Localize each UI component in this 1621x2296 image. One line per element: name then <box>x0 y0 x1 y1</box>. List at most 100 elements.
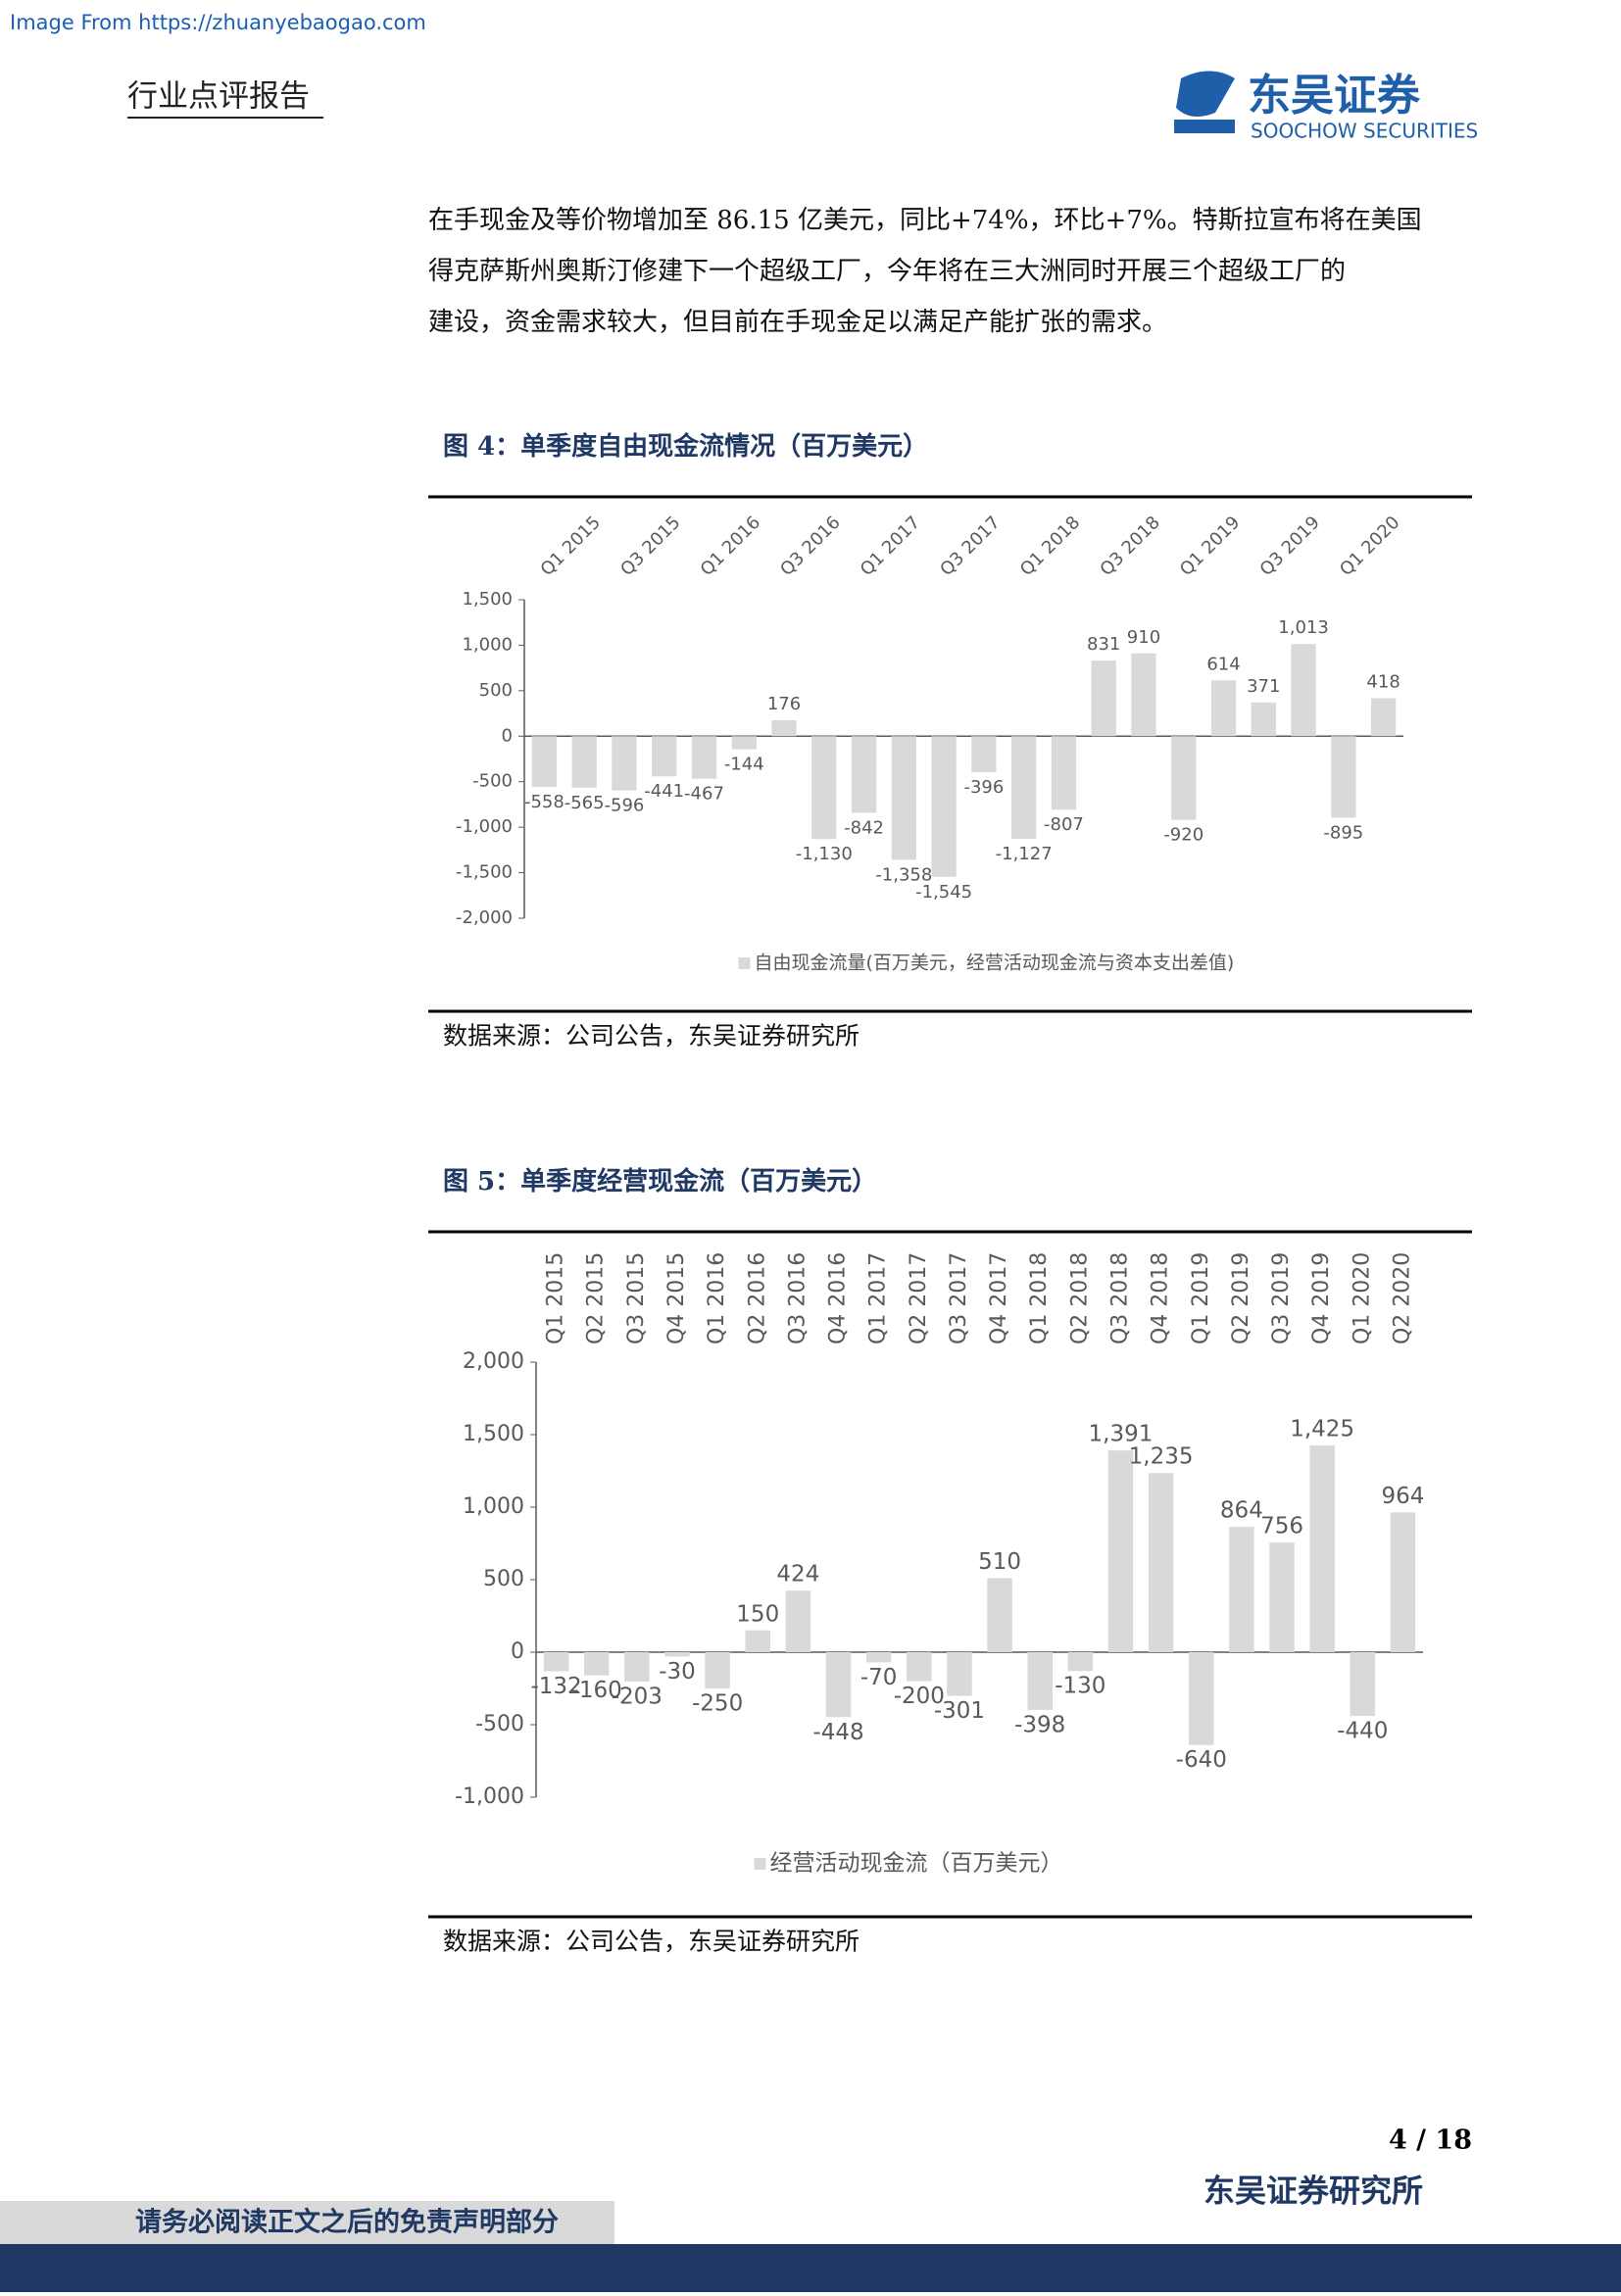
value-label: -203 <box>612 1685 663 1710</box>
value-label: -1,358 <box>875 864 932 885</box>
bar <box>1011 736 1037 839</box>
bar <box>1350 1652 1376 1717</box>
x-tick-label: Q1 2020 <box>1350 1252 1374 1344</box>
x-tick-label: Q1 2018 <box>1027 1252 1052 1344</box>
x-tick-label: Q2 2015 <box>584 1252 609 1344</box>
y-tick-label: 2,000 <box>463 1349 524 1374</box>
bar <box>731 736 757 750</box>
bar <box>971 736 997 773</box>
value-label: -448 <box>812 1720 863 1745</box>
value-label: 424 <box>776 1562 819 1588</box>
value-label: 1,391 <box>1089 1422 1154 1447</box>
value-label: 150 <box>736 1601 779 1627</box>
y-tick-label: -1,500 <box>456 862 513 883</box>
bar <box>1291 644 1316 737</box>
value-label: -596 <box>605 796 645 816</box>
value-label: -30 <box>659 1659 696 1685</box>
y-tick-label: 1,500 <box>462 589 513 610</box>
source-url: Image From https://zhuanyebaogao.com <box>10 11 426 34</box>
value-label: 1,013 <box>1278 617 1329 638</box>
bar <box>1107 1450 1134 1652</box>
bar <box>1269 1542 1295 1652</box>
x-tick-label: Q1 2020 <box>1336 513 1403 580</box>
value-label: 756 <box>1260 1514 1303 1539</box>
footer-org: 东吴证券研究所 <box>1203 2173 1423 2210</box>
value-label: -807 <box>1044 814 1084 835</box>
bar <box>543 1652 569 1672</box>
x-tick-label: Q3 2016 <box>785 1252 810 1344</box>
value-label: -441 <box>644 781 684 802</box>
bar <box>1251 702 1276 737</box>
y-tick-label: 500 <box>483 1567 524 1591</box>
figure-source: 数据来源：公司公告，东吴证券研究所 <box>443 1022 860 1050</box>
bar <box>1229 1527 1254 1652</box>
bar <box>1390 1512 1416 1652</box>
bar <box>931 736 957 877</box>
y-tick-label: 1,000 <box>463 1494 524 1519</box>
footer-bar <box>0 2244 1621 2292</box>
value-label: -467 <box>684 784 724 805</box>
x-tick-label: Q2 2018 <box>1067 1252 1092 1344</box>
value-label: 371 <box>1247 676 1280 697</box>
x-tick-label: Q3 2015 <box>616 513 684 580</box>
x-tick-label: Q2 2016 <box>745 1252 769 1344</box>
logo-cn: 东吴证券 <box>1248 71 1421 121</box>
value-label: -895 <box>1323 822 1363 843</box>
value-label: -144 <box>724 755 764 775</box>
bar <box>531 736 558 788</box>
value-label: -1,127 <box>996 844 1053 864</box>
bar <box>891 736 916 860</box>
x-tick-label: Q1 2017 <box>857 513 924 580</box>
value-label: -1,545 <box>915 882 972 903</box>
paragraph-line: 在手现金及等价物增加至 86.15 亿美元，同比+74%，环比+7%。特斯拉宣布… <box>428 206 1422 235</box>
bar <box>1091 660 1116 737</box>
legend-swatch <box>738 957 751 969</box>
bar <box>825 1652 852 1718</box>
x-tick-label: Q1 2016 <box>697 513 764 580</box>
value-label: -130 <box>1055 1674 1105 1699</box>
value-label: 1,425 <box>1290 1417 1354 1442</box>
x-tick-label: Q4 2019 <box>1309 1252 1334 1344</box>
bar <box>1171 736 1197 820</box>
value-label: -920 <box>1163 825 1203 846</box>
logo: 东吴证券 SOOCHOW SECURITIES <box>1174 71 1478 143</box>
x-tick-label: Q4 2016 <box>826 1252 851 1344</box>
value-label: -842 <box>844 817 884 838</box>
x-tick-label: Q3 2015 <box>624 1252 649 1344</box>
y-tick-label: -1,000 <box>455 1784 524 1809</box>
value-label: -440 <box>1337 1719 1388 1744</box>
paragraph-line: 建设，资金需求较大，但目前在手现金足以满足产能扩张的需求。 <box>428 308 1167 337</box>
y-tick-label: 0 <box>511 1639 524 1664</box>
bar <box>745 1630 771 1652</box>
value-label: 964 <box>1381 1484 1424 1509</box>
bar <box>811 736 837 840</box>
value-label: -200 <box>894 1684 945 1709</box>
value-label: -160 <box>571 1678 622 1703</box>
bar <box>583 1652 610 1676</box>
value-label: -565 <box>565 793 605 813</box>
value-label: 614 <box>1206 654 1240 674</box>
figure-title: 图 4：单季度自由现金流情况（百万美元） <box>443 431 928 462</box>
x-tick-label: Q1 2017 <box>866 1252 891 1344</box>
bar <box>612 736 637 791</box>
x-tick-label: Q3 2019 <box>1256 513 1324 580</box>
bar <box>1210 680 1237 737</box>
x-tick-label: Q1 2016 <box>705 1252 729 1344</box>
bar <box>1188 1652 1214 1745</box>
value-label: -132 <box>530 1674 581 1699</box>
x-tick-label: Q3 2016 <box>776 513 844 580</box>
bar <box>1309 1445 1335 1652</box>
bar <box>987 1578 1012 1652</box>
bar <box>785 1590 811 1652</box>
y-tick-label: -1,000 <box>456 816 513 837</box>
x-tick-label: Q2 2017 <box>907 1252 931 1344</box>
x-tick-label: Q3 2019 <box>1269 1252 1294 1344</box>
legend-swatch <box>754 1858 766 1870</box>
value-label: -70 <box>860 1665 898 1690</box>
bar <box>1051 736 1077 810</box>
figure-source: 数据来源：公司公告，东吴证券研究所 <box>443 1928 860 1956</box>
bar <box>1148 1473 1174 1652</box>
bar <box>652 736 677 777</box>
x-tick-label: Q1 2019 <box>1176 513 1244 580</box>
